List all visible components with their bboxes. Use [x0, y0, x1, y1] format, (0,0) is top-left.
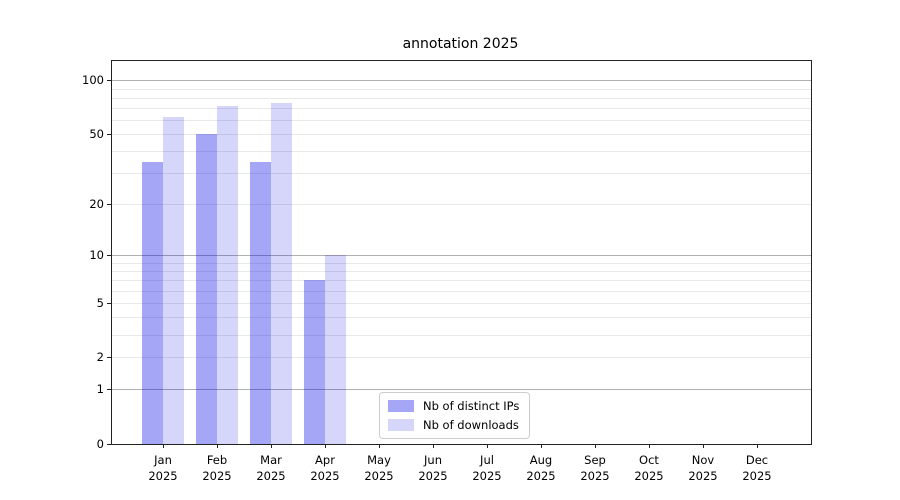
y-tick-mark [107, 302, 111, 304]
x-axis-tick-label: Jul 2025 [472, 453, 502, 483]
y-axis-tick-label: 50 [89, 127, 104, 142]
y-tick-mark [107, 255, 111, 257]
plot-area: 100 50 20 10 5 2 1 0 Jan 2025 Feb 2025 Mar 2025 Apr 202… [82, 60, 812, 483]
minor-gridline [112, 134, 811, 136]
major-gridline [112, 80, 811, 82]
minor-gridline [112, 108, 811, 110]
bar-downloads [163, 117, 184, 444]
x-axis-tick-label: Mar 2025 [256, 453, 286, 483]
x-axis-tick-label: Dec 2025 [742, 453, 772, 483]
x-tick-mark [595, 444, 596, 448]
x-axis-tick-label: Aug 2025 [526, 453, 556, 483]
bar-distinct-ips [250, 161, 271, 444]
bar-downloads [325, 255, 346, 444]
legend: Nb of distinct IPs Nb of downloads [379, 392, 531, 439]
x-axis-tick-label: May 2025 [364, 453, 394, 483]
minor-gridline [112, 302, 811, 304]
x-axis-tick-label: Jun 2025 [418, 453, 448, 483]
y-axis-tick-label: 100 [82, 73, 104, 88]
x-tick-mark [649, 444, 650, 448]
minor-gridline [112, 357, 811, 359]
y-tick-mark [107, 134, 111, 136]
x-tick-mark [325, 444, 326, 448]
bar-downloads [271, 102, 292, 444]
x-tick-mark [163, 444, 164, 448]
bar-distinct-ips [196, 134, 217, 444]
y-axis-tick-label: 2 [96, 350, 104, 365]
y-tick-mark [107, 444, 111, 445]
legend-item: Nb of downloads [388, 418, 519, 432]
minor-gridline [112, 97, 811, 99]
x-tick-mark [271, 444, 272, 448]
minor-gridline [112, 262, 811, 264]
chart-title: annotation 2025 [402, 36, 519, 52]
legend-item: Nb of distinct IPs [388, 399, 519, 413]
y-axis-tick-label: 0 [96, 437, 104, 451]
x-tick-mark [487, 444, 488, 448]
legend-label: Nb of distinct IPs [423, 399, 520, 413]
y-axis-tick-label: 5 [96, 295, 104, 310]
legend-swatch-downloads [388, 419, 414, 431]
y-axis-tick-label: 1 [96, 382, 104, 397]
x-axis-tick-label: Apr 2025 [310, 453, 340, 483]
major-gridline [112, 389, 811, 391]
minor-gridline [112, 317, 811, 319]
legend-label: Nb of downloads [423, 418, 519, 432]
x-tick-mark [379, 444, 380, 448]
x-axis-tick-label: Jan 2025 [148, 453, 178, 483]
y-axis-tick-label: 10 [89, 248, 104, 263]
minor-gridline [112, 270, 811, 272]
x-axis-tick-label: Oct 2025 [634, 453, 664, 483]
minor-gridline [112, 204, 811, 206]
minor-gridline [112, 173, 811, 175]
x-axis-tick-label: Feb 2025 [202, 453, 232, 483]
bar-distinct-ips [142, 161, 163, 444]
minor-gridline [112, 151, 811, 153]
y-tick-mark [107, 80, 111, 82]
major-gridline [112, 255, 811, 257]
y-tick-mark [107, 357, 111, 359]
minor-gridline [112, 290, 811, 292]
minor-gridline [112, 280, 811, 282]
x-axis-tick-label: Sep 2025 [580, 453, 610, 483]
x-axis-tick-label: Nov 2025 [688, 453, 718, 483]
legend-swatch-distinct-ips [388, 400, 414, 412]
minor-gridline [112, 334, 811, 336]
x-tick-mark [703, 444, 704, 448]
x-tick-mark [541, 444, 542, 448]
y-tick-mark [107, 204, 111, 206]
x-tick-mark [217, 444, 218, 448]
bar-distinct-ips [304, 280, 325, 444]
y-axis-tick-label: 20 [89, 197, 104, 212]
bar-downloads [217, 105, 238, 444]
minor-gridline [112, 88, 811, 90]
x-tick-mark [757, 444, 758, 448]
minor-gridline [112, 120, 811, 122]
y-tick-mark [107, 389, 111, 391]
x-tick-mark [433, 444, 434, 448]
